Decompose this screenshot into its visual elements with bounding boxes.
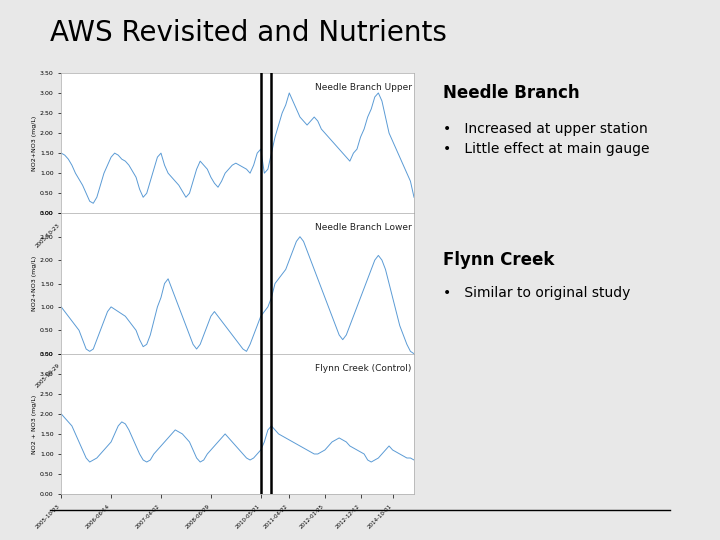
Y-axis label: NO2 + NO3 (mg/L): NO2 + NO3 (mg/L) xyxy=(32,394,37,454)
Text: Needle Branch: Needle Branch xyxy=(443,84,580,102)
Text: Needle Branch Upper: Needle Branch Upper xyxy=(315,83,413,92)
Text: AWS Revisited and Nutrients: AWS Revisited and Nutrients xyxy=(50,19,447,47)
Text: Flynn Creek (Control): Flynn Creek (Control) xyxy=(315,363,412,373)
Y-axis label: NO2+NO3 (mg/L): NO2+NO3 (mg/L) xyxy=(32,256,37,311)
Text: Needle Branch Lower: Needle Branch Lower xyxy=(315,223,412,232)
Y-axis label: NO2+NO3 (mg/L): NO2+NO3 (mg/L) xyxy=(32,116,37,171)
Text: Flynn Creek: Flynn Creek xyxy=(443,251,554,269)
Text: •   Similar to original study: • Similar to original study xyxy=(443,286,630,300)
Text: •   Increased at upper station
•   Little effect at main gauge: • Increased at upper station • Little ef… xyxy=(443,122,649,156)
